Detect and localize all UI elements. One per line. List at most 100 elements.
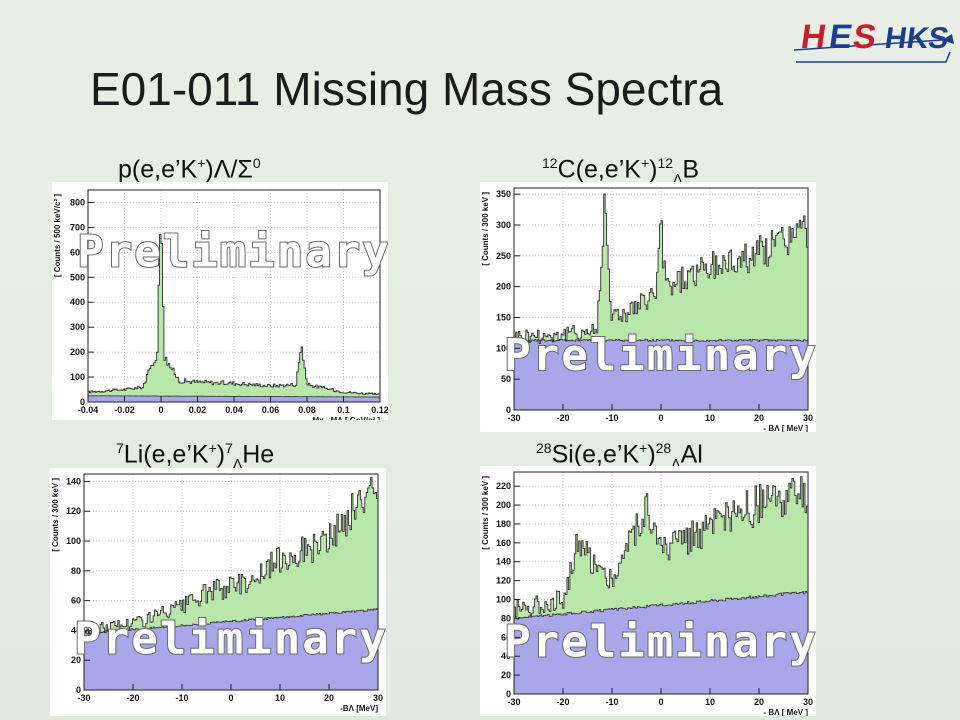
x-tick-label: -10 xyxy=(175,693,188,703)
background-area xyxy=(83,608,379,691)
signal-area xyxy=(88,234,380,402)
y-tick-label: 80 xyxy=(71,566,81,576)
svg-text:S: S xyxy=(851,18,879,56)
y-tick-label: 250 xyxy=(496,251,511,261)
y-tick-label: 40 xyxy=(501,651,511,661)
background-area xyxy=(513,590,809,695)
x-tick-label: -30 xyxy=(507,413,520,423)
x-tick-label: -20 xyxy=(556,413,569,423)
x-axis-label: -BΛ [MeV] xyxy=(340,704,378,713)
panel-title-p: p(e,e’K+)Λ/Σ0 xyxy=(118,155,261,184)
x-axis-label: - BΛ [ MeV ] xyxy=(764,424,809,432)
x-tick-label: 0.02 xyxy=(189,405,207,415)
y-tick-label: 700 xyxy=(70,222,85,232)
y-tick-label: 300 xyxy=(496,220,511,230)
background-area xyxy=(513,338,809,411)
y-tick-label: 200 xyxy=(70,347,85,357)
x-tick-label: -0.04 xyxy=(78,405,99,415)
y-axis-label: [ Counts / 300 keV ] xyxy=(481,476,490,550)
y-tick-label: 60 xyxy=(71,596,81,606)
y-tick-label: 20 xyxy=(71,655,81,665)
y-tick-label: 0 xyxy=(506,405,511,415)
preliminary-watermark: Preliminary xyxy=(77,226,388,277)
x-tick-label: 30 xyxy=(803,697,813,707)
y-tick-label: 20 xyxy=(501,670,511,680)
preliminary-watermark: Preliminary xyxy=(504,330,816,381)
chart-panel-si: -30 -20 -10 0 10 20 30 0 20 40 60 80 100 120 140 160 180… xyxy=(480,466,816,716)
x-tick-label: 0.04 xyxy=(225,405,243,415)
x-tick-label: 0 xyxy=(228,693,233,703)
y-axis-label: [ Counts / 300 keV ] xyxy=(51,478,60,552)
y-tick-label: 80 xyxy=(501,613,511,623)
y-tick-label: 200 xyxy=(496,282,511,292)
y-tick-label: 350 xyxy=(496,189,511,199)
y-tick-label: 500 xyxy=(70,272,85,282)
y-tick-label: 800 xyxy=(70,197,85,207)
panel-title-c: 12C(e,e’K+)12ΛB xyxy=(542,155,700,187)
y-axis-label: [ Counts / 300 keV ] xyxy=(481,192,490,266)
y-tick-label: 600 xyxy=(70,247,85,257)
x-tick-label: -20 xyxy=(126,693,139,703)
y-tick-label: 100 xyxy=(66,536,81,546)
y-tick-label: 40 xyxy=(71,625,81,635)
y-tick-label: 120 xyxy=(496,576,511,586)
histogram-line xyxy=(88,234,380,395)
x-tick-label: 10 xyxy=(705,697,715,707)
preliminary-watermark: Preliminary xyxy=(74,613,386,664)
histogram-line xyxy=(84,476,378,635)
y-tick-label: 0 xyxy=(506,689,511,699)
x-tick-label: 0 xyxy=(158,405,163,415)
y-tick-label: 100 xyxy=(70,372,85,382)
x-tick-label: 0.12 xyxy=(371,405,388,415)
x-tick-label: 0 xyxy=(658,697,663,707)
y-tick-label: 0 xyxy=(76,685,81,695)
chart-panel-c: -30 -20 -10 0 10 20 30 0 50 100 150 200 250 300 350- B… xyxy=(480,182,816,432)
svg-text:HKS: HKS xyxy=(883,22,951,55)
y-tick-label: 140 xyxy=(66,476,81,486)
y-tick-label: 160 xyxy=(496,538,511,548)
y-tick-label: 300 xyxy=(70,322,85,332)
slide-title: E01-011 Missing Mass Spectra xyxy=(90,63,724,115)
x-tick-label: 0 xyxy=(658,413,663,423)
y-tick-label: 400 xyxy=(70,297,85,307)
x-tick-label: 20 xyxy=(754,697,764,707)
hes-hks-logo: H E S HKS xyxy=(792,4,954,66)
x-tick-label: -30 xyxy=(77,693,90,703)
y-tick-label: 220 xyxy=(496,481,511,491)
panel-title-si: 28Si(e,e’K+)28ΛAl xyxy=(536,440,703,472)
x-tick-label: 20 xyxy=(754,413,764,423)
x-tick-label: -30 xyxy=(507,697,520,707)
chart-panel-li: -30 -20 -10 0 10 20 30 0 20 40 60 80 100 120 140 -BΛ [M… xyxy=(50,468,386,716)
panel-title-li: 7Li(e,e’K+)7ΛHe xyxy=(116,440,275,472)
y-axis-label: [ Counts / 500 keV/c² ] xyxy=(53,194,62,277)
x-tick-label: -0.02 xyxy=(114,405,135,415)
x-tick-label: 10 xyxy=(275,693,285,703)
histogram-line xyxy=(514,476,808,618)
x-tick-label: 30 xyxy=(373,693,383,703)
y-tick-label: 100 xyxy=(496,595,511,605)
y-tick-label: 50 xyxy=(501,374,511,384)
y-tick-label: 150 xyxy=(496,313,511,323)
x-tick-label: 0.1 xyxy=(337,405,350,415)
y-tick-label: 140 xyxy=(496,557,511,567)
spectrum-chart-si: -30 -20 -10 0 10 20 30 0 20 40 60 80 100 120 140 160 180… xyxy=(481,471,816,716)
x-tick-label: -20 xyxy=(556,697,569,707)
x-axis-label: Mx - MΛ [ GeV/c² ] xyxy=(312,416,380,420)
x-tick-label: 0.06 xyxy=(262,405,280,415)
x-tick-label: -10 xyxy=(605,697,618,707)
y-tick-label: 200 xyxy=(496,500,511,510)
chart-panel-p: -0.04 -0.02 0 0.02 0.04 0.06 0.08 0.1 0.12 0 100 20… xyxy=(52,182,388,420)
x-tick-label: 30 xyxy=(803,413,813,423)
svg-text:E: E xyxy=(827,18,855,56)
spectrum-chart-p: -0.04 -0.02 0 0.02 0.04 0.06 0.08 0.1 0.12 0 100 20… xyxy=(53,189,388,420)
x-tick-label: -10 xyxy=(605,413,618,423)
spectrum-chart-li: -30 -20 -10 0 10 20 30 0 20 40 60 80 100 120 140 -BΛ [M… xyxy=(51,473,386,713)
histogram-line xyxy=(514,193,808,344)
x-tick-label: 10 xyxy=(705,413,715,423)
y-tick-label: 60 xyxy=(501,632,511,642)
y-tick-label: 120 xyxy=(66,506,81,516)
x-tick-label: 20 xyxy=(324,693,334,703)
y-tick-label: 0 xyxy=(80,397,85,407)
x-tick-label: 0.08 xyxy=(298,405,316,415)
svg-text:H: H xyxy=(799,18,829,56)
